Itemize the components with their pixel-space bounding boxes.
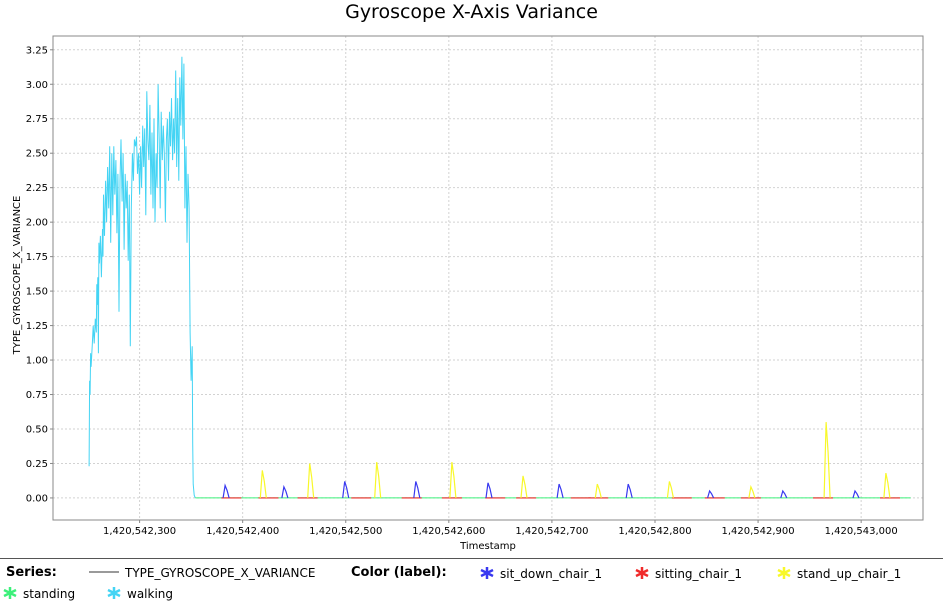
legend-series-name: TYPE_GYROSCOPE_X_VARIANCE bbox=[125, 566, 316, 580]
series-sit-down-chair-1-spike bbox=[222, 483, 230, 499]
x-tick-label: 1,420,542,500 bbox=[309, 526, 382, 537]
legend-swatch-icon bbox=[635, 567, 649, 579]
y-tick-label: 1.50 bbox=[26, 287, 48, 298]
legend-item-walking: walking bbox=[107, 586, 173, 601]
series-layer bbox=[88, 56, 911, 499]
legend-swatch-icon bbox=[480, 567, 494, 579]
series-stand-up-chair-1-spike bbox=[883, 472, 891, 498]
y-tick-label: 3.25 bbox=[26, 45, 48, 56]
y-tick-label: 2.00 bbox=[26, 218, 48, 229]
legend-item-stand-up-chair-1: stand_up_chair_1 bbox=[777, 566, 901, 581]
y-tick-label: 0.25 bbox=[26, 459, 48, 470]
x-tick-label: 1,420,542,700 bbox=[515, 526, 588, 537]
y-tick-label: 3.00 bbox=[26, 80, 48, 91]
legend-color-heading: Color (label): bbox=[351, 565, 447, 580]
x-tick-label: 1,420,542,300 bbox=[103, 526, 176, 537]
series-sit-down-chair-1-spike bbox=[485, 482, 493, 499]
x-tick-label: 1,420,542,400 bbox=[206, 526, 279, 537]
series-stand-up-chair-1-spike bbox=[666, 481, 674, 499]
legend-swatch-icon bbox=[107, 587, 121, 599]
x-tick-label: 1,420,542,800 bbox=[618, 526, 691, 537]
legend-item-sit-down-chair-1: sit_down_chair_1 bbox=[480, 566, 602, 581]
plot-frame bbox=[52, 35, 924, 521]
y-tick-label: 0.50 bbox=[26, 424, 48, 435]
legend: Series: TYPE_GYROSCOPE_X_VARIANCE Color … bbox=[0, 558, 943, 608]
legend-item-sitting-chair-1: sitting_chair_1 bbox=[635, 566, 742, 581]
legend-label: walking bbox=[127, 587, 174, 601]
y-tick-label: 0.00 bbox=[26, 493, 48, 504]
series-sit-down-chair-1-spike bbox=[342, 481, 350, 499]
legend-series-item: TYPE_GYROSCOPE_X_VARIANCE bbox=[89, 566, 315, 580]
y-tick-label: 1.00 bbox=[26, 356, 48, 367]
series-stand-up-chair-1-spike bbox=[748, 484, 756, 499]
x-tick-label: 1,420,543,000 bbox=[825, 526, 898, 537]
legend-label: stand_up_chair_1 bbox=[797, 567, 902, 581]
chart-title: Gyroscope X-Axis Variance bbox=[345, 1, 598, 23]
series-sit-down-chair-1-spike bbox=[556, 483, 564, 499]
y-tick-label: 1.25 bbox=[26, 321, 48, 332]
legend-swatch-icon bbox=[3, 587, 17, 599]
x-tick-label: 1,420,542,900 bbox=[721, 526, 794, 537]
legend-label: standing bbox=[23, 587, 76, 601]
series-stand-up-chair-1-spike bbox=[594, 483, 602, 499]
series-stand-up-chair-1-spike bbox=[374, 462, 382, 498]
y-axis: 0.00 0.25 0.50 0.75 1.00 1.25 1.50 1.75 2.00 2.25… bbox=[26, 45, 53, 504]
legend-series-heading: Series: bbox=[6, 565, 57, 580]
series-sit-down-chair-1-spike bbox=[413, 481, 421, 499]
series-sit-down-chair-1-spike bbox=[707, 489, 715, 499]
series-line-swatch bbox=[89, 571, 119, 573]
legend-label: sit_down_chair_1 bbox=[500, 567, 603, 581]
legend-item-standing: standing bbox=[3, 586, 75, 601]
series-walking-line bbox=[88, 56, 196, 499]
legend-label: sitting_chair_1 bbox=[655, 567, 743, 581]
series-stand-up-chair-1-spike bbox=[823, 422, 831, 498]
x-axis: 1,420,542,300 1,420,542,400 1,420,542,500 1… bbox=[103, 520, 898, 537]
y-axis-title: TYPE_GYROSCOPE_X_VARIANCE bbox=[12, 196, 23, 356]
y-tick-label: 2.25 bbox=[26, 183, 48, 194]
series-stand-up-chair-1-spike bbox=[449, 462, 457, 498]
y-tick-label: 2.50 bbox=[26, 149, 48, 160]
y-tick-label: 0.75 bbox=[26, 390, 48, 401]
legend-swatch-icon bbox=[777, 567, 791, 579]
series-sit-down-chair-1-spike bbox=[281, 484, 289, 499]
grid bbox=[53, 36, 923, 520]
plot-area: 1,420,542,300 1,420,542,400 1,420,542,500 1… bbox=[12, 35, 924, 552]
y-tick-label: 1.75 bbox=[26, 252, 48, 263]
series-stand-up-chair-1-spike bbox=[259, 470, 267, 498]
y-tick-label: 2.75 bbox=[26, 114, 48, 125]
series-sit-down-chair-1-spike bbox=[625, 483, 633, 499]
x-tick-label: 1,420,542,600 bbox=[412, 526, 485, 537]
x-axis-title: Timestamp bbox=[459, 541, 516, 552]
series-sit-down-chair-1-spike bbox=[780, 489, 788, 499]
series-stand-up-chair-1-spike bbox=[520, 475, 528, 498]
series-sit-down-chair-1-spike bbox=[852, 489, 860, 499]
series-stand-up-chair-1-spike bbox=[307, 463, 315, 498]
